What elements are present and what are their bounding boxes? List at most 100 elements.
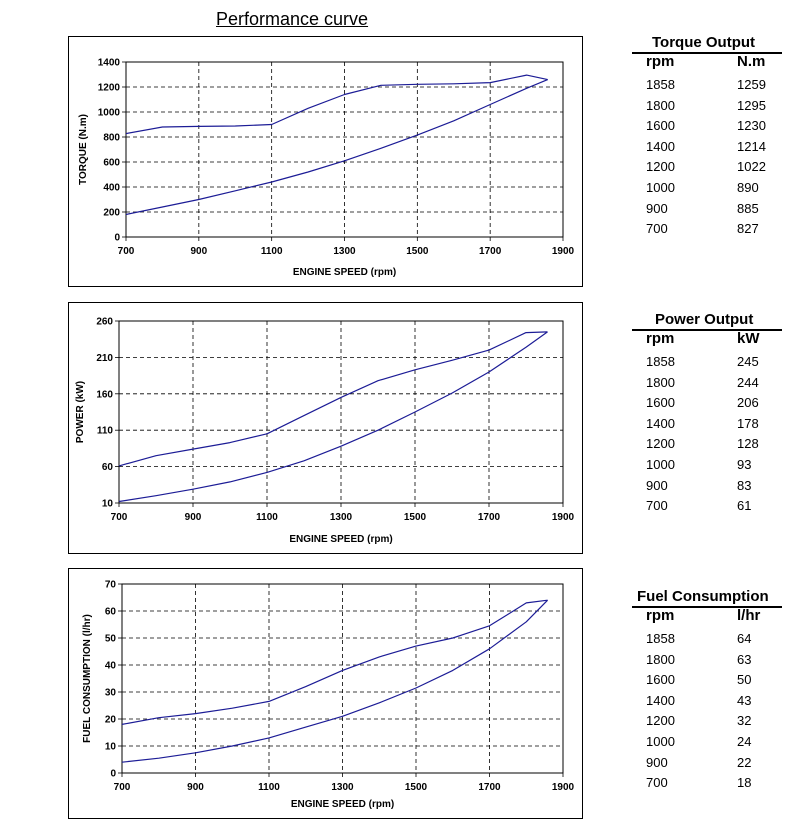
y-axis-label: POWER (kW) xyxy=(75,381,86,443)
torque-output-table: Torque Output rpm N.m 1858 1259 1800 1295 1600 1… xyxy=(630,34,782,244)
x-tick-label: 1100 xyxy=(258,782,280,793)
x-tick-label: 1500 xyxy=(406,246,429,257)
table-cell-value: 61 xyxy=(737,498,752,514)
table-cell-value: 50 xyxy=(737,672,752,688)
table-rule xyxy=(632,52,782,54)
x-tick-label: 1900 xyxy=(552,246,575,257)
table-rule xyxy=(632,329,782,331)
power-series-line-2 xyxy=(118,331,548,503)
fuel-consumption-chart: 0 10 20 30 40 50 60 70 700 900 1100 1300 1500 1700 190… xyxy=(68,568,583,819)
torque-series-line-2 xyxy=(125,79,548,216)
table-cell-rpm: 1400 xyxy=(646,692,675,708)
table-cell-value: 83 xyxy=(737,477,752,493)
column-header-value: N.m xyxy=(737,53,766,70)
table-cell-value: 1295 xyxy=(737,97,766,113)
column-header-value: kW xyxy=(737,330,760,347)
table-cell-rpm: 1400 xyxy=(646,138,675,154)
y-tick-label: 260 xyxy=(96,317,113,328)
table-cell-rpm: 1000 xyxy=(646,180,675,195)
y-tick-label: 800 xyxy=(103,133,120,144)
table-cell-rpm: 1000 xyxy=(646,734,675,749)
y-tick-label: 30 xyxy=(105,688,117,699)
y-axis-label: FUEL CONSUMPTION (l/hr) xyxy=(82,614,93,743)
y-tick-label: 160 xyxy=(96,389,113,400)
x-axis-label: ENGINE SPEED (rpm) xyxy=(289,534,392,545)
plot-area-frame xyxy=(121,583,564,774)
y-tick-label: 1400 xyxy=(98,58,121,69)
table-cell-rpm: 1800 xyxy=(646,374,675,390)
table-cell-rpm: 1200 xyxy=(646,713,675,729)
table-cell-rpm: 1600 xyxy=(646,118,675,134)
torque-series-line-1 xyxy=(125,74,548,135)
table-cell-value: 63 xyxy=(737,651,752,667)
table-cell-rpm: 700 xyxy=(646,775,668,791)
table-cell-value: 827 xyxy=(737,221,759,237)
x-tick-label: 1500 xyxy=(404,512,427,523)
x-tick-label: 1300 xyxy=(333,246,356,257)
y-tick-label: 0 xyxy=(110,769,116,780)
table-cell-value: 245 xyxy=(737,354,759,369)
x-tick-label: 900 xyxy=(185,512,202,523)
table-cell-value: 1214 xyxy=(737,138,766,154)
column-header-rpm: rpm xyxy=(646,607,675,624)
y-tick-label: 110 xyxy=(97,426,114,437)
power-series-line-1 xyxy=(118,331,548,467)
table-title: Power Output xyxy=(655,311,754,328)
table-cell-rpm: 1400 xyxy=(646,415,675,431)
table-cell-value: 64 xyxy=(737,631,752,646)
fuel-series-line-2 xyxy=(121,599,549,763)
grid xyxy=(115,320,564,507)
table-cell-value: 18 xyxy=(737,775,752,791)
y-tick-label: 60 xyxy=(102,462,114,473)
power-output-table: Power Output rpm kW 1858 245 1800 244 1600 206 14… xyxy=(630,311,782,521)
table-cell-value: 43 xyxy=(737,692,752,708)
y-tick-label: 70 xyxy=(105,580,117,591)
x-tick-label: 1300 xyxy=(331,782,354,793)
table-rule xyxy=(632,606,782,608)
x-tick-label: 1900 xyxy=(552,512,575,523)
table-cell-value: 22 xyxy=(737,754,752,770)
x-axis-label: ENGINE SPEED (rpm) xyxy=(293,267,396,278)
column-header-rpm: rpm xyxy=(646,53,675,70)
power-chart: 10 60 110 160 210 260 700 900 1100 1300 1500 1700 19… xyxy=(68,302,583,554)
x-tick-label: 1100 xyxy=(256,512,278,523)
x-tick-label: 1700 xyxy=(478,512,501,523)
table-cell-value: 890 xyxy=(737,180,759,195)
x-tick-label: 1300 xyxy=(330,512,353,523)
x-axis-label: ENGINE SPEED (rpm) xyxy=(291,799,394,810)
y-tick-label: 400 xyxy=(103,183,120,194)
table-cell-rpm: 1858 xyxy=(646,631,675,646)
y-tick-label: 210 xyxy=(96,353,113,364)
x-tick-label: 700 xyxy=(118,246,135,257)
table-cell-rpm: 1600 xyxy=(646,395,675,411)
table-cell-rpm: 1600 xyxy=(646,672,675,688)
grid xyxy=(118,583,564,777)
plot-area-frame xyxy=(125,61,564,238)
table-cell-rpm: 900 xyxy=(646,477,668,493)
table-cell-value: 178 xyxy=(737,415,759,431)
table-cell-value: 128 xyxy=(737,436,759,452)
grid xyxy=(122,61,564,241)
x-tick-label: 700 xyxy=(114,782,131,793)
table-cell-rpm: 1800 xyxy=(646,97,675,113)
y-tick-label: 40 xyxy=(105,661,117,672)
x-tick-label: 1100 xyxy=(261,246,283,257)
table-cell-value: 24 xyxy=(737,734,752,749)
y-tick-label: 50 xyxy=(105,634,117,645)
y-tick-label: 1200 xyxy=(98,83,121,94)
y-axis-label: TORQUE (N.m) xyxy=(78,114,89,185)
x-tick-label: 1700 xyxy=(478,782,501,793)
table-cell-value: 93 xyxy=(737,457,752,472)
y-tick-label: 60 xyxy=(105,607,117,618)
torque-chart: 0 200 400 600 800 1000 1200 1400 700 900 1100 1300 1… xyxy=(68,36,583,287)
plot-area-frame xyxy=(118,320,564,504)
column-header-rpm: rpm xyxy=(646,330,675,347)
power-chart-svg: 10 60 110 160 210 260 700 900 1100 1300 1500 1700 19… xyxy=(75,317,575,546)
y-tick-label: 20 xyxy=(105,715,117,726)
table-title: Torque Output xyxy=(652,34,756,51)
x-tick-label: 900 xyxy=(190,246,207,257)
table-cell-value: 1230 xyxy=(737,118,766,134)
page-title: Performance curve xyxy=(216,9,369,29)
torque-chart-svg: 0 200 400 600 800 1000 1200 1400 700 900 1100 1300 1… xyxy=(78,58,575,279)
table-cell-rpm: 700 xyxy=(646,221,668,237)
